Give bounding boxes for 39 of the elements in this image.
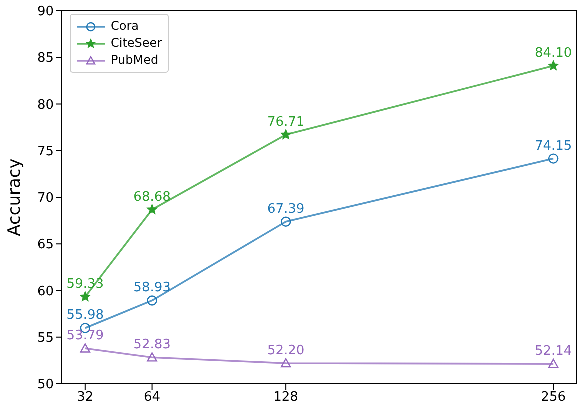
point [280,216,292,227]
point [548,60,558,70]
point [147,352,158,362]
point [281,130,291,140]
legend-label: Cora [111,18,140,35]
x-tick-label: 256 [541,390,566,406]
data-label: 76.71 [267,114,305,130]
y-tick-label: 55 [37,330,54,346]
point [548,358,559,368]
y-tick-label: 70 [37,191,54,206]
point [147,296,158,306]
point [147,204,158,214]
y-tick-label: 85 [37,51,54,66]
data-label: 53.79 [66,328,104,344]
data-label: 58.93 [134,280,171,296]
data-label: 68.68 [134,190,171,205]
point [548,154,559,164]
y-tick-label: 80 [37,98,54,113]
point [80,344,91,353]
legend-label: CiteSeer [111,35,162,52]
data-label: 52.14 [534,344,572,360]
legend-label: PubMed [111,52,159,69]
data-label: 52.83 [134,338,171,353]
y-tick-label: 50 [37,378,54,393]
x-tick-label: 32 [77,390,94,406]
point [280,358,292,368]
data-label: 74.15 [534,138,572,154]
point [80,292,90,302]
data-label: 55.98 [66,308,104,324]
y-axis-title: Accuracy [5,158,26,236]
y-tick-label: 90 [37,4,54,20]
data-label: 84.10 [534,46,572,62]
data-label: 52.20 [267,343,305,358]
x-tick-label: 64 [144,390,161,406]
y-tick-label: 60 [37,284,54,300]
data-label: 67.39 [267,202,305,217]
x-tick-label: 128 [274,390,298,406]
y-tick-label: 65 [37,238,54,253]
y-tick-label: 75 [37,144,54,160]
